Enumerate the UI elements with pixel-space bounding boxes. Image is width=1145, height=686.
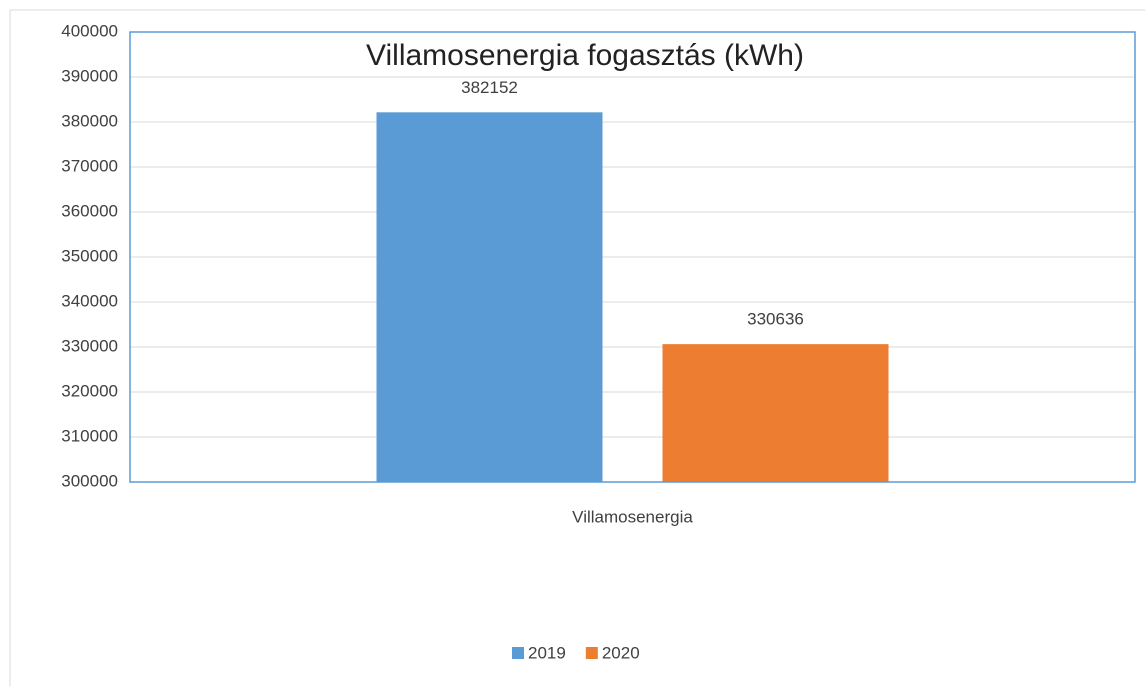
data-label: 382152	[461, 78, 518, 97]
y-tick-label: 360000	[61, 201, 118, 220]
y-tick-label: 320000	[61, 381, 118, 400]
bar	[662, 344, 889, 482]
legend-swatch	[512, 647, 524, 659]
grid	[130, 31, 1135, 483]
y-tick-label: 330000	[61, 336, 118, 355]
legend-swatch	[585, 647, 598, 659]
y-tick-label: 300000	[61, 471, 118, 490]
chart-title: Villamosenergia fogasztás (kWh)	[366, 39, 804, 72]
y-tick-label: 310000	[61, 426, 118, 445]
y-tick-label: 390000	[61, 66, 118, 85]
bar	[376, 112, 603, 482]
y-tick-label: 350000	[61, 246, 118, 265]
data-label: 330636	[747, 310, 804, 329]
y-tick-label: 380000	[61, 111, 118, 130]
marks	[376, 112, 889, 482]
legend-label: 2020	[602, 643, 640, 662]
y-tick-label: 370000	[61, 156, 118, 175]
plot-frame	[129, 31, 1136, 483]
y-tick-label: 340000	[61, 291, 118, 310]
y-tick-label: 400000	[61, 21, 118, 40]
legend-label: 2019	[528, 643, 566, 662]
x-tick-label: Villamosenergia	[572, 507, 693, 526]
